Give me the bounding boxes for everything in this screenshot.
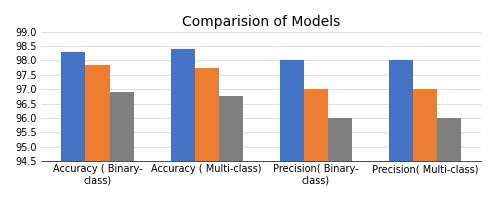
Bar [389, 60, 413, 161]
Bar [86, 65, 110, 161]
Title: Comparision of Models: Comparision of Models [182, 15, 340, 29]
Bar [413, 89, 437, 161]
Bar [328, 118, 352, 161]
Bar [62, 52, 86, 161]
Bar [280, 60, 304, 161]
Bar [170, 49, 194, 161]
Bar [304, 89, 328, 161]
Bar [218, 96, 242, 161]
Bar [194, 68, 218, 161]
Bar [110, 92, 134, 161]
Bar [437, 118, 461, 161]
